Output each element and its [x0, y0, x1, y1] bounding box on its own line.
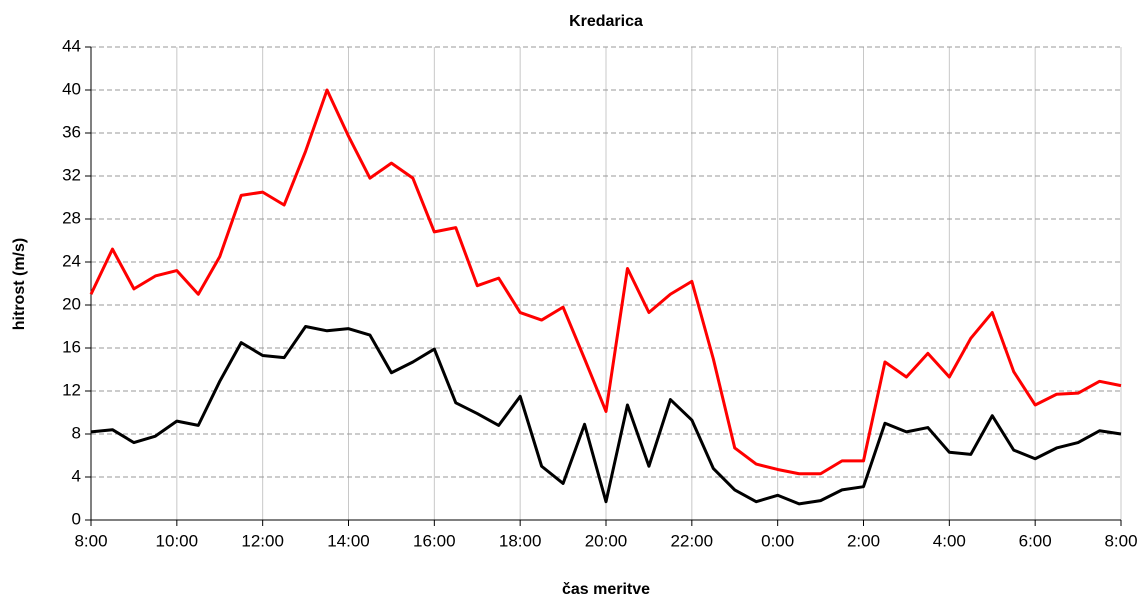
chart-title: Kredarica: [569, 13, 643, 30]
x-tick-label: 2:00: [847, 531, 880, 550]
x-tick-label: 10:00: [156, 531, 199, 550]
x-tick-label: 18:00: [499, 531, 542, 550]
x-tick-label: 8:00: [1104, 531, 1137, 550]
y-tick-label: 24: [62, 251, 81, 270]
y-tick-label: 16: [62, 337, 81, 356]
series-line: [90, 325, 1122, 506]
y-tick-label: 20: [62, 294, 81, 313]
x-tick-label: 14:00: [327, 531, 370, 550]
y-tick-label: 32: [62, 165, 81, 184]
x-tick-label: 8:00: [74, 531, 107, 550]
y-tick-label: 8: [72, 423, 81, 442]
y-tick-label: 28: [62, 208, 81, 227]
x-tick-label: 6:00: [1019, 531, 1052, 550]
x-tick-label: 22:00: [671, 531, 714, 550]
y-tick-label: 36: [62, 122, 81, 141]
x-tick-label: 16:00: [413, 531, 456, 550]
y-tick-label: 4: [72, 466, 81, 485]
series-line: [89, 88, 1122, 476]
x-tick-label: 0:00: [761, 531, 794, 550]
x-axis-label: čas meritve: [562, 581, 650, 598]
y-tick-label: 40: [62, 79, 81, 98]
y-axis-label: hitrost (m/s): [11, 238, 28, 330]
y-tick-label: 12: [62, 380, 81, 399]
x-tick-label: 12:00: [241, 531, 284, 550]
x-tick-label: 4:00: [933, 531, 966, 550]
y-tick-label: 44: [62, 36, 81, 55]
y-tick-label: 0: [72, 509, 81, 528]
x-tick-label: 20:00: [585, 531, 628, 550]
